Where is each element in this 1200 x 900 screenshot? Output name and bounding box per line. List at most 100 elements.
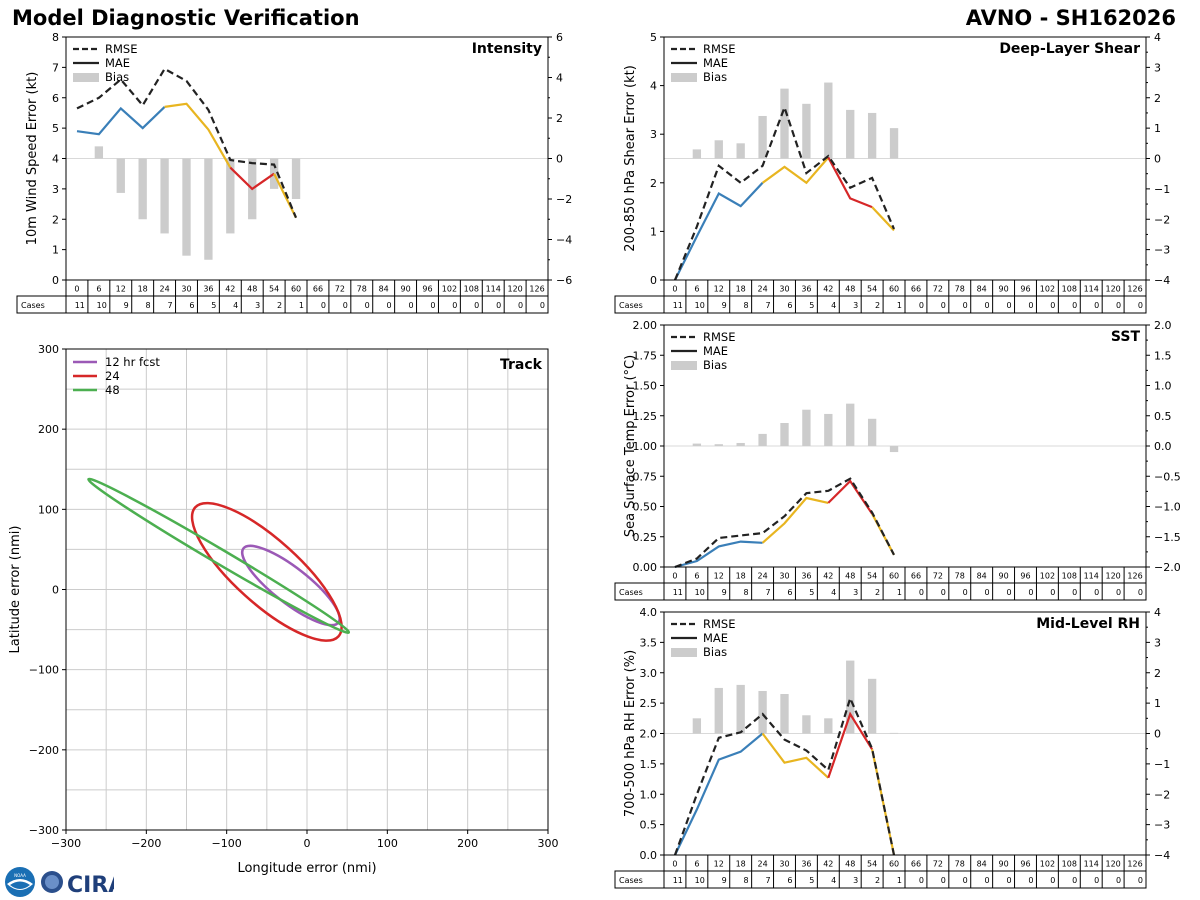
intensity-cases-row <box>16 295 549 314</box>
shear-hour-cell: 126 <box>1127 285 1142 294</box>
rh-hour-cell: 114 <box>1084 860 1099 869</box>
rh-y2tick-label: 1 <box>1154 697 1161 710</box>
sst-case-cell: 11 <box>673 588 683 597</box>
sst-bias-bar <box>692 443 702 446</box>
shear-bias-bar <box>714 140 723 159</box>
rh-case-cell: 0 <box>1116 876 1121 885</box>
rh-y2tick-label: −1 <box>1154 758 1170 771</box>
track-ylabel: Latitude error (nmi) <box>8 526 23 654</box>
sst-ytick-label: 0.00 <box>633 561 658 574</box>
track-xtick-label: −300 <box>51 837 81 850</box>
rh-hour-cell: 84 <box>977 860 987 869</box>
shear-case-cell: 1 <box>897 301 902 310</box>
rh-ytick-label: 4.0 <box>640 606 658 619</box>
intensity-hour-cell: 60 <box>291 285 301 294</box>
sst-case-cell: 0 <box>1094 588 1099 597</box>
rh-ylabel: 700-500 hPa RH Error (%) <box>623 650 638 817</box>
sst-case-cell: 10 <box>695 588 705 597</box>
rh-legend-rmse: RMSE <box>703 617 735 631</box>
sst-ytick-label: 0.50 <box>633 501 658 514</box>
intensity-case-cell: 6 <box>189 301 194 310</box>
shear-case-cell: 0 <box>1006 301 1011 310</box>
rh-hour-cell: 90 <box>998 860 1008 869</box>
rh-hour-cell: 102 <box>1040 860 1055 869</box>
rh-mae-line <box>761 732 830 779</box>
shear-case-cell: 0 <box>1028 301 1033 310</box>
intensity-ytick-label: 7 <box>52 61 59 74</box>
track-xtick-label: 300 <box>538 837 559 850</box>
storm-id-title: AVNO - SH162026 <box>965 6 1176 30</box>
shear-hour-cell: 48 <box>845 285 855 294</box>
intensity-hour-cell: 66 <box>313 285 323 294</box>
intensity-case-cell: 11 <box>75 301 85 310</box>
intensity-bias-bar <box>291 158 301 199</box>
rh-bias-bar <box>846 660 855 734</box>
shear-hour-cell: 120 <box>1105 285 1120 294</box>
intensity-hour-cell: 126 <box>529 285 544 294</box>
sst-y2tick-label: −0.5 <box>1154 470 1181 483</box>
rh-bias-bar <box>802 715 811 734</box>
intensity-legend-bias: Bias <box>105 70 129 84</box>
shear-hour-cell: 78 <box>955 285 965 294</box>
rh-case-cell: 0 <box>1072 876 1077 885</box>
intensity-hour-cell: 6 <box>96 285 101 294</box>
sst-legend-rmse: RMSE <box>703 330 735 344</box>
shear-y2tick-label: −4 <box>1154 274 1170 287</box>
sst-hour-cell: 72 <box>933 572 943 581</box>
sst-ytick-label: 1.50 <box>633 380 658 393</box>
sst-ytick-label: 1.75 <box>633 349 658 362</box>
intensity-mae-line <box>273 173 297 219</box>
track-title: Track <box>500 357 543 373</box>
sst-hour-cell: 78 <box>955 572 965 581</box>
sst-case-cell: 7 <box>765 588 770 597</box>
intensity-ytick-label: 5 <box>52 122 59 135</box>
intensity-case-cell: 5 <box>211 301 216 310</box>
intensity-case-cell: 1 <box>299 301 304 310</box>
sst-panel: 0.000.250.500.751.001.251.501.752.00−2.0… <box>614 319 1181 601</box>
shear-bias-bar <box>846 109 855 159</box>
shear-mae-line <box>761 156 830 185</box>
shear-legend-bias: Bias <box>703 70 727 84</box>
rh-case-cell: 4 <box>831 876 836 885</box>
shear-mae-line <box>827 156 873 209</box>
sst-hour-cell: 114 <box>1084 572 1099 581</box>
intensity-ytick-label: 4 <box>52 153 59 166</box>
sst-case-cell: 0 <box>941 588 946 597</box>
shear-hour-cell: 36 <box>801 285 811 294</box>
shear-case-cell: 0 <box>1050 301 1055 310</box>
shear-title: Deep-Layer Shear <box>999 41 1140 57</box>
rh-ytick-label: 3.0 <box>640 667 658 680</box>
intensity-y2tick-label: 4 <box>556 72 563 85</box>
rh-case-cell: 0 <box>963 876 968 885</box>
rh-y2tick-label: −2 <box>1154 788 1170 801</box>
intensity-case-cell: 0 <box>430 301 435 310</box>
intensity-case-cell: 0 <box>408 301 413 310</box>
sst-hour-cell: 96 <box>1020 572 1030 581</box>
rh-bias-bar <box>714 687 723 734</box>
sst-bias-bar <box>846 403 855 446</box>
sst-bias-bar <box>889 446 899 453</box>
track-legend-label: 12 hr fcst <box>105 355 160 369</box>
sst-legend-bias-swatch <box>671 361 697 370</box>
shear-cases-label: Cases <box>619 301 643 310</box>
intensity-title: Intensity <box>472 41 542 57</box>
page-title: Model Diagnostic Verification <box>12 6 360 30</box>
intensity-cases-label: Cases <box>21 301 45 310</box>
shear-hour-cell: 42 <box>823 285 833 294</box>
shear-y2tick-label: −1 <box>1154 183 1170 196</box>
shear-y2tick-label: −3 <box>1154 244 1170 257</box>
intensity-hour-cell: 12 <box>116 285 126 294</box>
rh-hour-cell: 36 <box>801 860 811 869</box>
sst-mae-line <box>674 540 763 569</box>
track-ellipse-48hr <box>87 477 351 634</box>
intensity-ylabel: 10m Wind Speed Error (kt) <box>25 72 40 246</box>
shear-ytick-label: 4 <box>650 80 657 93</box>
noaa-logo-text: NOAA <box>14 873 26 878</box>
cira-logo-text: CIRA <box>67 873 114 898</box>
intensity-bias-bar <box>182 158 191 256</box>
intensity-y2tick-label: 2 <box>556 112 563 125</box>
intensity-bias-bar <box>160 158 169 234</box>
shear-y2tick-label: 3 <box>1154 61 1161 74</box>
rh-case-cell: 2 <box>875 876 880 885</box>
sst-y2tick-label: 1.0 <box>1154 380 1172 393</box>
